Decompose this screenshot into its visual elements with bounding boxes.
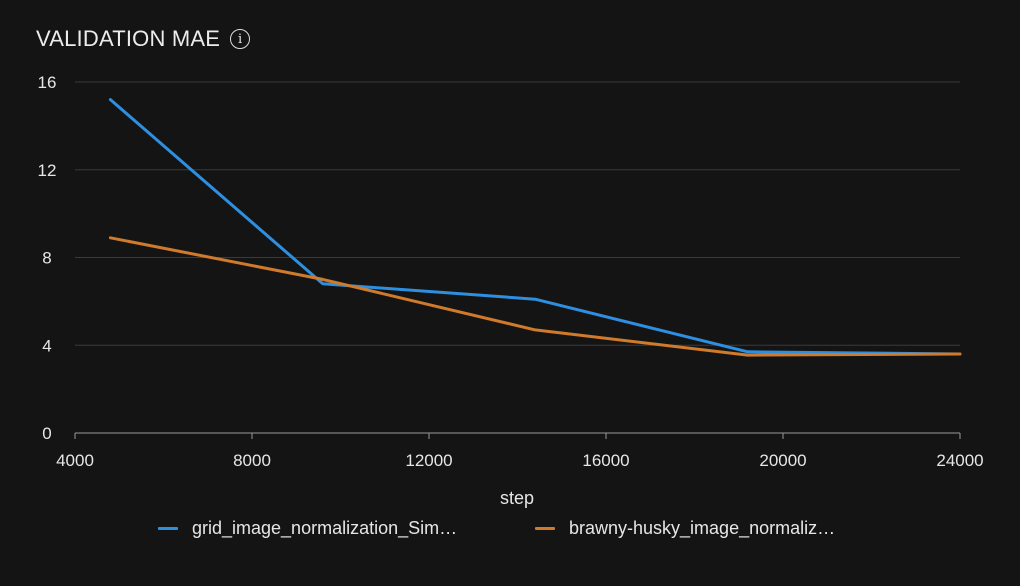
y-tick-label: 12	[38, 161, 57, 180]
series-line-2[interactable]	[108, 236, 962, 357]
y-tick-label: 0	[42, 424, 51, 443]
x-tick-label: 4000	[56, 451, 94, 470]
series-line-1[interactable]	[108, 98, 962, 356]
legend-swatch-orange	[535, 527, 555, 530]
legend-item-series-1[interactable]: grid_image_normalization_Sim…	[158, 518, 457, 539]
legend: grid_image_normalization_Sim… brawny-hus…	[0, 518, 1020, 548]
legend-swatch-blue	[158, 527, 178, 530]
chart-title: VALIDATION MAE	[36, 26, 221, 51]
x-axis-ticks: 4000 8000 12000 16000 20000 24000	[56, 433, 984, 470]
y-axis-ticks: 0 4 8 12 16	[38, 73, 57, 443]
y-tick-label: 4	[42, 336, 51, 355]
x-tick-label: 24000	[936, 451, 983, 470]
info-icon[interactable]: i	[230, 29, 251, 49]
title-row: VALIDATION MAE i	[36, 26, 251, 52]
x-axis-title: step	[500, 488, 534, 508]
x-tick-label: 12000	[405, 451, 452, 470]
y-tick-label: 16	[38, 73, 57, 92]
legend-label: brawny-husky_image_normaliz…	[569, 518, 836, 538]
x-tick-label: 20000	[759, 451, 806, 470]
grid-lines	[75, 81, 960, 346]
x-tick-label: 16000	[582, 451, 629, 470]
legend-item-series-2[interactable]: brawny-husky_image_normaliz…	[535, 518, 835, 539]
series-lines	[108, 98, 962, 357]
y-tick-label: 8	[42, 249, 51, 268]
x-tick-label: 8000	[233, 451, 271, 470]
legend-label: grid_image_normalization_Sim…	[192, 518, 458, 538]
